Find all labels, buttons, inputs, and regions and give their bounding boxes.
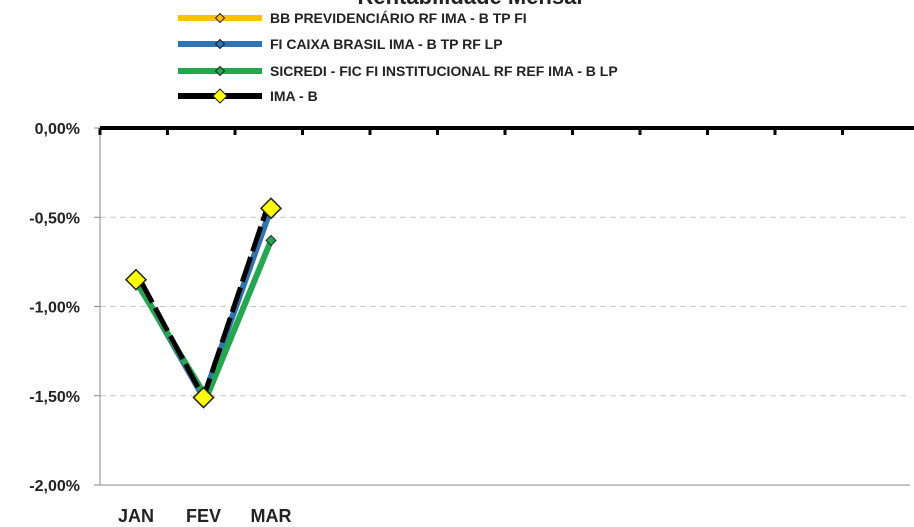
legend-label: SICREDI - FIC FI INSTITUCIONAL RF REF IM… [270,63,618,79]
gridlines [100,216,910,397]
y-tick-label: -2,00% [29,478,80,495]
data-point [124,268,148,291]
chart-title-group: Rentabilidade Mensal [358,0,583,9]
y-tick-label: -0,50% [29,210,80,227]
x-tick-label: MAR [251,506,292,526]
data-point [265,234,277,247]
legend-label: IMA - B [270,88,318,104]
x-tick-label: JAN [118,506,154,526]
chart-title: Rentabilidade Mensal [358,0,583,9]
data-point [192,386,215,409]
x-tick-label: FEV [186,506,221,526]
series-line [133,205,274,401]
series-line [133,205,274,401]
y-tick-label: 0,00% [35,121,80,138]
series-lines [133,205,274,401]
axes [94,126,914,486]
y-axis-ticks: 0,00% -0,50% -1,00% -1,50% -2,00% [29,121,80,495]
legend-swatch-marker [214,12,226,24]
legend-label: BB PREVIDENCIÁRIO RF IMA - B TP FI [270,10,527,26]
data-point [259,197,283,220]
legend-swatch-marker [214,65,226,77]
x-axis-ticks: JAN FEV MAR [118,506,292,526]
y-tick-label: -1,50% [29,389,80,406]
legend-swatch-marker [212,88,228,104]
y-tick-label: -1,00% [29,300,80,317]
series-markers [124,197,283,409]
legend: BB PREVIDENCIÁRIO RF IMA - B TP FI FI CAI… [178,10,618,104]
legend-swatch-marker [214,38,226,50]
legend-label: FI CAIXA BRASIL IMA - B TP RF LP [270,36,503,52]
